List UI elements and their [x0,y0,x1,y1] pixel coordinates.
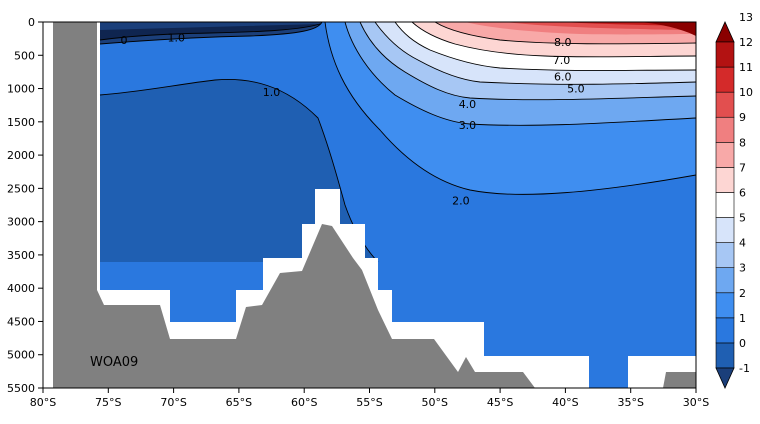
y-tick-label: 1000 [7,83,35,96]
y-tick-label: 4500 [7,315,35,328]
colorbar-label: 10 [739,86,753,99]
colorbar-label: 4 [739,237,746,250]
colorbar-swatch [715,66,735,93]
y-tick-label: 3500 [7,249,35,262]
band-13-14 [640,22,696,36]
x-tick-label: 55°S [356,396,382,409]
contour-line-4 [359,22,696,101]
contour-line-1 [99,79,379,263]
colorbar-swatch [715,142,735,168]
contour-line-3 [344,22,696,126]
panel-label: WOA09 [90,355,138,370]
contour-label: 6.0 [554,71,572,84]
bathymetry-mask [53,22,696,388]
contour-lines [99,22,696,263]
colorbar: -101234567891011121314 [715,11,753,389]
y-tick-label: 500 [14,49,35,62]
colorbar-label: 12 [739,36,753,49]
y-tick-label: 5000 [7,349,35,362]
seafloor [53,22,535,388]
colorbar-bottom-triangle [715,367,735,389]
x-tick-label: 70°S [160,396,186,409]
band-below-neg1 [100,24,320,40]
y-tick-label: 5500 [7,382,35,395]
x-tick-label: 35°S [617,396,643,409]
contour-label: 2.0 [452,194,470,207]
colorbar-swatch [715,167,735,193]
colorbar-label: 0 [739,337,746,350]
y-tick-label: 2500 [7,182,35,195]
contour-line-6 [394,22,696,71]
band-0-1 [100,79,378,262]
x-tick-label: 65°S [226,396,252,409]
colorbar-label: 3 [739,262,746,275]
colorbar-swatch [715,116,735,143]
y-tick-label: 2000 [7,149,35,162]
y-tick-label: 4000 [7,282,35,295]
colorbar-swatch [715,91,735,118]
colorbar-swatch [715,242,735,268]
contour-line-0 [99,22,323,45]
colorbar-label: 6 [739,186,746,199]
x-tick-label: 30°S [683,396,709,409]
colorbar-label: 13 [739,11,753,24]
colorbar-label: 11 [739,61,753,74]
contour-label: 4.0 [459,98,477,111]
colorbar-label: 8 [739,136,746,149]
contour-label: 7.0 [553,54,571,67]
colorbar-swatch [715,41,735,68]
colorbar-label: 2 [739,287,746,300]
contour-line-2 [324,22,696,195]
y-tick-label: 3000 [7,216,35,229]
contour-label-group: 8.0 7.0 6.05.0 4.0 3.0 2.0 1.0 1.0 0 [120,31,584,207]
x-axis: 80°S 75°S 70°S 65°S 60°S 55°S 50°S 45°S 40°S 35°S… [30,388,709,409]
colorbar-swatch [715,292,735,319]
contour-label: 5.0 [567,83,585,96]
contour-label: 1.0 [167,31,185,44]
contour-line-8 [434,22,696,45]
plot-area: 8.0 7.0 6.05.0 4.0 3.0 2.0 1.0 1.0 0 WOA09 [43,22,696,388]
colorbar-label: 7 [739,161,746,174]
contour-label: 1.0 [263,86,281,99]
y-tick-label: 1500 [7,116,35,129]
contour-line-neg1 [99,23,321,41]
seafloor-right [663,372,696,388]
contour-label: 3.0 [459,119,477,132]
x-tick-label: 45°S [487,396,513,409]
colorbar-label: 5 [739,212,746,225]
x-tick-label: 40°S [552,396,578,409]
x-tick-label: 60°S [291,396,317,409]
colorbar-swatch [715,342,735,369]
colorbar-swatch [715,192,735,218]
y-tick-label: 0 [28,16,35,29]
x-tick-label: 50°S [422,396,448,409]
y-axis: 0 500 1000 1500 2000 2500 3000 3500 4000 4500 5000… [7,16,43,395]
colorbar-swatch [715,317,735,344]
contour-line-7 [411,22,696,58]
colorbar-label: 9 [739,111,746,124]
colorbar-label: -1 [739,362,750,375]
colorbar-swatch [715,217,735,243]
contour-label: 8.0 [554,36,572,49]
colorbar-label: 1 [739,312,746,325]
x-tick-label: 80°S [30,396,56,409]
contour-label: 0 [120,34,127,47]
colorbar-top-triangle [715,21,735,43]
colorbar-swatch [715,267,735,294]
x-tick-label: 75°S [95,396,121,409]
contour-line-5 [374,22,696,85]
